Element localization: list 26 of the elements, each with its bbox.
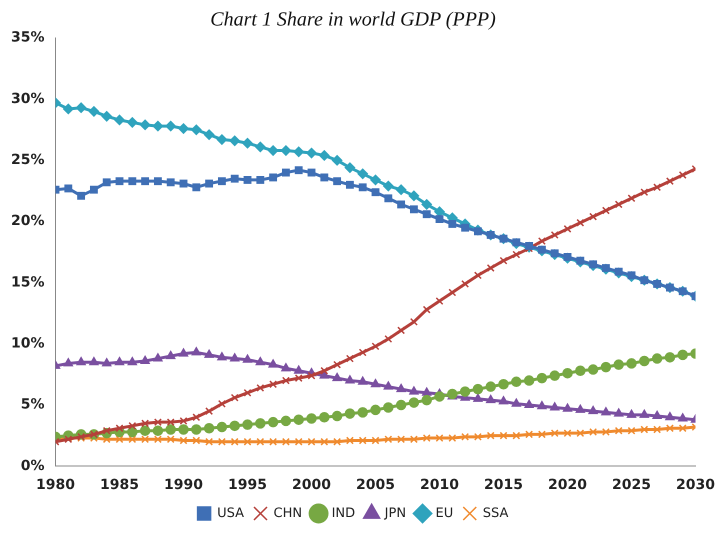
y-tick-label: 0% — [20, 458, 45, 474]
legend-label: JPN — [384, 506, 406, 521]
x-tick-label: 2000 — [292, 477, 332, 494]
legend-label: USA — [217, 506, 244, 521]
x-tick-label: 2020 — [548, 477, 588, 494]
y-tick-label: 20% — [10, 213, 45, 230]
legend-label: EU — [436, 506, 454, 521]
x-tick-label: 2005 — [356, 477, 395, 494]
x-tick-label: 1995 — [228, 477, 267, 494]
y-tick-label: 35% — [10, 30, 45, 46]
y-tick-label: 30% — [10, 90, 45, 107]
legend-label: SSA — [482, 506, 509, 521]
y-tick-label: 25% — [10, 152, 45, 168]
x-tick-label: 2010 — [420, 477, 460, 494]
x-tick-label: 1990 — [164, 477, 204, 494]
legend-label: IND — [332, 506, 356, 521]
legend-label: CHN — [273, 506, 302, 521]
x-tick-label: 2030 — [676, 477, 716, 494]
x-tick-label: 1985 — [100, 477, 139, 494]
x-tick-label: 2025 — [612, 477, 651, 494]
chart-title: Chart 1 Share in world GDP (PPP) — [210, 8, 496, 30]
y-tick-label: 15% — [10, 274, 45, 290]
x-tick-label: 1980 — [36, 477, 76, 494]
x-tick-label: 2015 — [484, 477, 523, 494]
y-tick-label: 10% — [10, 336, 45, 352]
y-tick-label: 5% — [20, 396, 45, 413]
